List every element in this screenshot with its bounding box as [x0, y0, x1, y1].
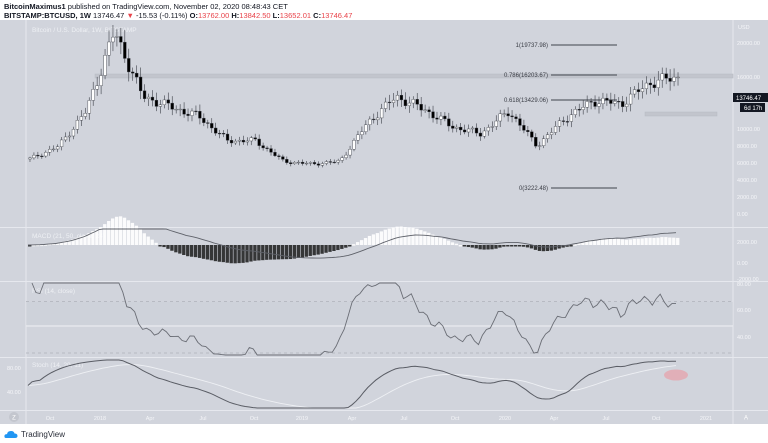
main-legend: Bitcoin / U.S. Dollar, 1W, BITSTAMP	[32, 27, 137, 34]
published-text: published on TradingView.com, November 0…	[67, 2, 288, 11]
svg-text:Oct: Oct	[451, 416, 460, 422]
svg-text:40.00: 40.00	[737, 335, 751, 341]
svg-text:Oct: Oct	[652, 416, 661, 422]
svg-text:Jul: Jul	[199, 416, 206, 422]
publisher-name[interactable]: BitcoinMaximus1	[4, 2, 66, 11]
rsi-legend: RSI (14, close)	[32, 288, 75, 295]
macd-axis: 2000.00 0.00 -2000.00	[737, 240, 759, 283]
high-value: 13842.50	[239, 11, 271, 20]
time-axis[interactable]: Oct 2018 Apr Jul Oct 2019 Apr Jul Oct 20…	[46, 416, 712, 422]
tradingview-cloud-icon	[4, 430, 18, 438]
macd-line	[27, 228, 677, 259]
svg-text:Apr: Apr	[348, 416, 357, 422]
svg-text:2021: 2021	[700, 416, 712, 422]
fib-retracement[interactable]	[551, 44, 617, 189]
svg-text:16000.00: 16000.00	[737, 75, 760, 81]
fib-labels: 1(19737.98) 0.786(16203.67) 0.618(13429.…	[504, 43, 548, 192]
zoom-reset-button[interactable]	[9, 412, 19, 422]
price-tag	[733, 93, 768, 102]
svg-text:0.786(16203.67): 0.786(16203.67)	[504, 73, 548, 79]
svg-text:-2000.00: -2000.00	[737, 277, 759, 283]
chart-container[interactable]: Bitcoin / U.S. Dollar, 1W, BITSTAMP 1(19…	[0, 20, 768, 424]
svg-text:USD: USD	[738, 25, 750, 31]
svg-text:1(19737.98): 1(19737.98)	[516, 43, 548, 49]
svg-text:80.00: 80.00	[7, 366, 21, 372]
svg-text:10000.00: 10000.00	[737, 127, 760, 133]
svg-text:0.00: 0.00	[737, 261, 748, 267]
highlight-ellipse	[664, 369, 688, 381]
svg-text:Oct: Oct	[250, 416, 259, 422]
svg-text:20000.00: 20000.00	[737, 41, 760, 47]
svg-text:6000.00: 6000.00	[737, 161, 757, 167]
stoch-d-line	[27, 364, 677, 409]
resistance-zone-upper	[94, 73, 734, 79]
rsi-line	[31, 282, 676, 356]
rsi-axis: 80.00 60.00 40.00	[737, 282, 751, 341]
symbol-info: BITSTAMP:BTCUSD, 1W 13746.47 ▼ -15.53 (-…	[4, 11, 353, 20]
svg-text:2020: 2020	[499, 416, 511, 422]
svg-text:2018: 2018	[94, 416, 106, 422]
macd-histogram	[28, 216, 680, 264]
macd-legend: MACD (21, 50, close, 24)	[32, 233, 105, 240]
resistance-zone-lower	[644, 111, 718, 117]
publish-info: BitcoinMaximus1 published on TradingView…	[4, 2, 288, 11]
svg-text:4000.00: 4000.00	[737, 178, 757, 184]
price-candles	[28, 25, 680, 168]
stoch-axis: 80.00 40.00	[7, 366, 21, 396]
stoch-legend: Stoch (14, 20, 11)	[32, 362, 83, 369]
footer: TradingView	[4, 428, 65, 440]
svg-text:Jul: Jul	[400, 416, 407, 422]
auto-scale-button[interactable]: A	[744, 416, 748, 422]
svg-text:Apr: Apr	[146, 416, 155, 422]
countdown-tag	[740, 103, 765, 112]
last-price: 13746.47	[93, 11, 125, 20]
svg-text:2000.00: 2000.00	[737, 240, 757, 246]
svg-text:0(3222.48): 0(3222.48)	[519, 186, 548, 192]
price-axis[interactable]: USD 20000.00 16000.00 10000.00 8000.00 6…	[737, 25, 760, 218]
svg-text:Apr: Apr	[550, 416, 559, 422]
svg-text:0.618(13429.06): 0.618(13429.06)	[504, 98, 548, 104]
svg-text:80.00: 80.00	[737, 282, 751, 288]
svg-text:2019: 2019	[296, 416, 308, 422]
svg-text:2000.00: 2000.00	[737, 195, 757, 201]
chart-svg[interactable]: Bitcoin / U.S. Dollar, 1W, BITSTAMP 1(19…	[0, 20, 768, 424]
svg-text:0.00: 0.00	[737, 212, 748, 218]
price-tag-label: 13746.47	[736, 96, 762, 102]
countdown-label: 6d 17h	[744, 106, 762, 112]
symbol: BITSTAMP:BTCUSD, 1W	[4, 11, 91, 20]
close-value: 13746.47	[321, 11, 353, 20]
rsi-band	[26, 302, 733, 327]
stoch-k-line	[27, 359, 677, 409]
zoom-reset-label: Z	[12, 416, 16, 422]
open-value: 13762.00	[197, 11, 230, 20]
svg-text:8000.00: 8000.00	[737, 144, 757, 150]
down-arrow-icon: ▼	[126, 11, 134, 20]
svg-text:Jul: Jul	[602, 416, 609, 422]
svg-text:Oct: Oct	[46, 416, 55, 422]
svg-text:40.00: 40.00	[7, 390, 21, 396]
low-value: 13652.01	[279, 11, 312, 20]
price-change: -15.53 (-0.11%)	[135, 11, 188, 20]
tradingview-brand[interactable]: TradingView	[21, 429, 66, 439]
svg-text:60.00: 60.00	[737, 308, 751, 314]
